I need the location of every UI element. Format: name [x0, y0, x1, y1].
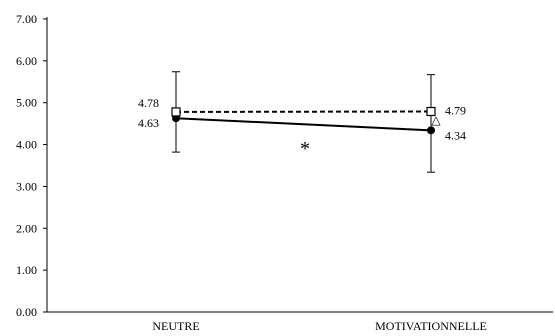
- annotations: *△: [300, 113, 441, 160]
- y-tick-label: 2.00: [16, 221, 37, 235]
- triangle-marker: △: [431, 113, 441, 127]
- x-tick-label: NEUTRE: [152, 319, 199, 333]
- data-label: 4.63: [138, 116, 159, 130]
- significance-asterisk: *: [300, 138, 310, 160]
- y-ticks: 0.00 1.00 2.00 3.00 4.00 5.00 6.00 7.00: [16, 12, 47, 319]
- data-point-square: [426, 106, 436, 117]
- y-tick-label: 0.00: [16, 305, 37, 319]
- data-labels: 4.78 4.63 4.79 4.34: [138, 96, 466, 142]
- y-tick-label: 7.00: [16, 12, 37, 26]
- data-point-circle: [427, 126, 435, 135]
- x-ticks: NEUTRE MOTIVATIONNELLE: [152, 319, 487, 333]
- y-tick-label: 4.00: [16, 138, 37, 152]
- axes: [46, 17, 553, 313]
- data-label: 4.79: [445, 104, 466, 118]
- series-group: [171, 71, 436, 173]
- y-tick-label: 3.00: [16, 179, 37, 193]
- y-tick-label: 1.00: [16, 263, 37, 277]
- data-label: 4.34: [445, 128, 466, 142]
- y-tick-label: 6.00: [16, 54, 37, 68]
- y-tick-label: 5.00: [16, 96, 37, 110]
- data-label: 4.78: [138, 96, 159, 110]
- x-tick-label: MOTIVATIONNELLE: [375, 319, 487, 333]
- series-line-solid: [175, 117, 432, 132]
- data-point-square: [171, 107, 181, 117]
